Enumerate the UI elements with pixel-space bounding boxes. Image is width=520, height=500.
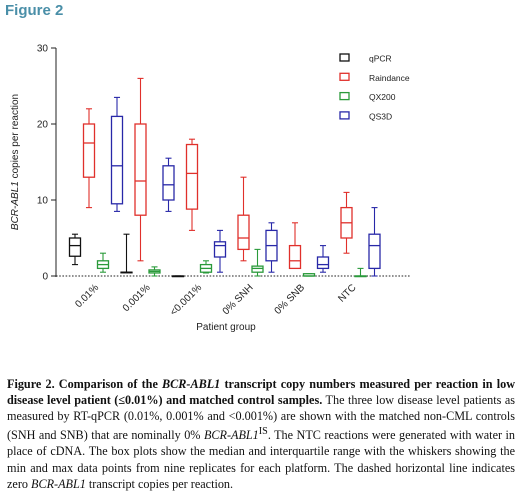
caption-title-end: transcript copy numbers measured per rea… bbox=[7, 377, 515, 408]
caption-gene-1: BCR-ABL1 bbox=[203, 428, 259, 443]
box-raindance bbox=[237, 214, 250, 251]
caption-title: Figure 2. Comparison of the BCR-ABL1 tra… bbox=[7, 377, 515, 407]
legend-label: Raindance bbox=[369, 73, 410, 83]
y-tick-label: 0 bbox=[42, 272, 48, 283]
box-raindance bbox=[82, 123, 96, 178]
legend-label: qPCR bbox=[369, 54, 392, 64]
box-qx200 bbox=[251, 265, 264, 273]
box-raindance bbox=[185, 143, 199, 210]
box-raindance bbox=[288, 244, 302, 270]
y-tick-label: 20 bbox=[37, 120, 49, 131]
x-category-label: 0.01% bbox=[73, 282, 101, 310]
caption-title-start: Figure 2. Comparison of the bbox=[7, 377, 163, 391]
figure-heading: Figure 2 bbox=[5, 2, 64, 19]
caption-gene-2: BCR-ABL1 bbox=[31, 476, 86, 491]
x-category-label: NTC bbox=[336, 282, 358, 304]
caption-text-1: The three low disease level patients as … bbox=[7, 393, 515, 443]
x-category-label: 0.001% bbox=[121, 282, 153, 314]
caption-text-2: . The NTC reactions were generated with … bbox=[7, 428, 515, 491]
box-qs3d bbox=[213, 241, 227, 258]
legend-swatch-raindance bbox=[339, 72, 350, 81]
legend-swatch-qx200 bbox=[339, 91, 350, 101]
box-qs3d bbox=[162, 165, 175, 201]
legend-swatch-qs3d bbox=[339, 111, 350, 120]
chart-svg: 0 10 20 30 BCR-ABL1 copies per reaction 0.01%… bbox=[10, 44, 410, 333]
box-plot-chart: 0 10 20 30 BCR-ABL1 copies per reaction 0.01%… bbox=[10, 44, 410, 333]
y-tick-label: 30 bbox=[37, 44, 49, 55]
legend-label: QS3D bbox=[369, 111, 392, 121]
x-category-label: 0% SNH bbox=[221, 282, 256, 317]
box-qpcr bbox=[68, 237, 82, 257]
x-axis-title: Patient group bbox=[196, 322, 256, 333]
legend-label: QX200 bbox=[369, 92, 396, 102]
x-category-label: <0.001% bbox=[168, 282, 204, 318]
caption-title-gene: BCR-ABL1 bbox=[162, 377, 221, 391]
x-category-label: 0% SNB bbox=[273, 282, 308, 317]
y-axis-title-part: BCR-ABL1 bbox=[10, 181, 21, 230]
box-qs3d bbox=[368, 233, 381, 270]
y-tick-label: 10 bbox=[37, 196, 49, 207]
y-axis-title: BCR-ABL1 copies per reaction bbox=[10, 94, 21, 230]
caption-text-3: transcript copies per reaction. bbox=[85, 476, 234, 491]
caption-superscript: IS bbox=[258, 426, 268, 438]
box-qs3d bbox=[316, 256, 330, 270]
legend-swatch-qpcr bbox=[339, 53, 350, 62]
box-raindance bbox=[134, 123, 147, 216]
box-qs3d bbox=[110, 115, 124, 205]
figure-caption: Figure 2. Comparison of the BCR-ABL1 tra… bbox=[7, 376, 515, 492]
y-axis-title-part: copies per reaction bbox=[10, 94, 21, 181]
